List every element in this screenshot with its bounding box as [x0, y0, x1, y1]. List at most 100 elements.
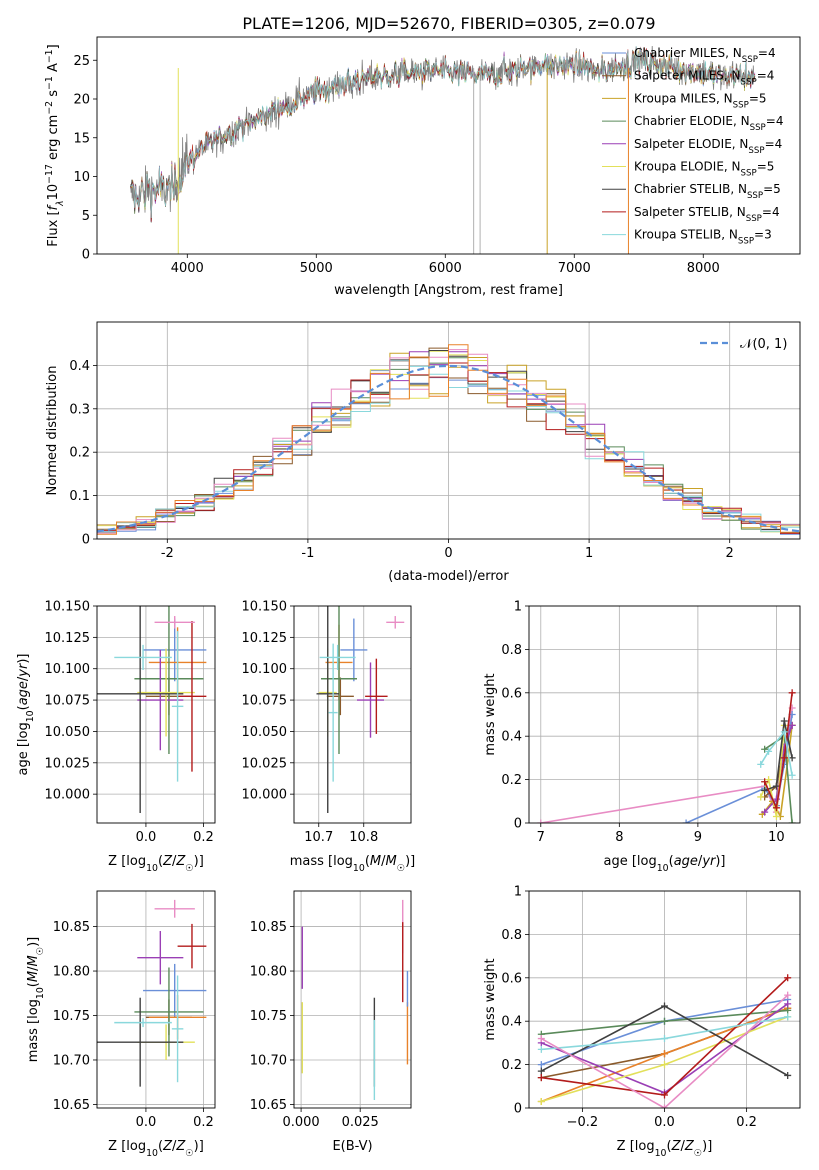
weight-marker [761, 808, 769, 816]
gaussian-reference-curve [97, 364, 800, 533]
weight-marker [537, 1074, 545, 1082]
axes-frame [528, 890, 801, 1109]
legend-label: Salpeter ELODIE, NSSP=4 [634, 137, 782, 156]
weight-marker [661, 1002, 668, 1010]
legend-label: Chabrier STELIB, NSSP=5 [634, 182, 781, 201]
x-tick-label: 7000 [558, 261, 591, 276]
x-tick-label: 7 [537, 830, 545, 845]
x-axis-label: Z [log10(Z/Z☉)] [108, 854, 204, 874]
plot-area [537, 974, 792, 1108]
y-tick-label: 10.125 [242, 631, 288, 646]
x-axis-label: E(B-V) [332, 1139, 372, 1154]
weight-marker [784, 1071, 792, 1079]
weight-marker [757, 793, 765, 801]
y-tick-label: 10.000 [242, 788, 288, 803]
x-tick-label: 0.0 [654, 1115, 675, 1130]
x-axis-label: Z [log10(Z/Z☉)] [108, 1139, 204, 1159]
weight-marker [784, 1006, 792, 1014]
x-tick-label: 0 [444, 546, 452, 561]
spectrum-panel: 4000 5000 6000 7000 8000 0 5 10 15 20 25 Chabrier M… [44, 36, 801, 298]
weight-marker [661, 1035, 668, 1043]
y-tick-label: 10 [73, 170, 90, 185]
x-tick-label: 10 [768, 830, 785, 845]
y-tick-label: 0 [514, 817, 522, 832]
weight-marker [761, 778, 769, 786]
mass-vs-metallicity-panel: 0.0 0.2 10.65 10.70 10.75 10.80 10.85 Z [log10(… [26, 890, 216, 1159]
x-tick-label: 2 [726, 546, 734, 561]
y-axis-label: Flux [fλ10−17 erg cm−2 s−1 A−1] [44, 44, 66, 246]
x-axis-label: (data-model)/error [388, 569, 509, 584]
x-tick-label: -2 [161, 546, 174, 561]
weight-marker [537, 1097, 545, 1105]
plot-area [97, 899, 207, 1087]
y-tick-label: 0.6 [501, 971, 522, 986]
y-axis-label: mass weight [483, 958, 498, 1040]
y-tick-label: 0.2 [69, 446, 90, 461]
plot-area [301, 899, 409, 1100]
plot-area [316, 606, 405, 813]
y-tick-label: 10.70 [250, 1053, 287, 1068]
weight-marker [784, 1000, 792, 1008]
y-axis-label: mass weight [483, 673, 498, 755]
x-tick-label: 10.7 [304, 830, 333, 845]
grid [294, 605, 411, 823]
x-tick-label: 0.2 [193, 830, 214, 845]
axes-frame [96, 36, 801, 255]
axes-frame [293, 890, 412, 1109]
age-vs-metallicity-panel: 0.0 0.2 10.000 10.025 10.050 10.075 10.100 10.1… [16, 600, 216, 874]
y-tick-label: 0.6 [501, 686, 522, 701]
y-tick-label: 10.65 [53, 1098, 90, 1113]
x-axis-label: wavelength [Angstrom, rest frame] [334, 283, 563, 298]
weight-vs-age-panel: 7 8 9 10 0 0.2 0.4 0.6 0.8 1 age [log10(age/yr)] ma… [483, 600, 801, 874]
weight-marker [757, 760, 765, 768]
weight-marker [765, 776, 773, 784]
plot-area [97, 606, 207, 813]
weight-marker [682, 819, 690, 823]
y-tick-label: 0 [82, 248, 90, 263]
plot-area [97, 344, 800, 535]
weight-marker [772, 782, 780, 790]
y-tick-label: 1 [514, 885, 522, 900]
weight-series-line [760, 730, 793, 776]
weight-marker [780, 717, 788, 725]
grid [529, 890, 800, 1109]
spectrum-legend: Chabrier MILES, NSSP=4 Salpeter MILES, NS… [602, 46, 783, 247]
y-tick-label: 10.80 [250, 965, 287, 980]
y-tick-label: 5 [82, 209, 90, 224]
y-tick-label: 0.3 [69, 402, 90, 417]
y-tick-label: 0.4 [501, 730, 522, 745]
weight-marker [537, 1045, 545, 1053]
y-tick-label: 10.025 [45, 756, 91, 771]
y-tick-label: 10.075 [242, 694, 288, 709]
y-tick-label: 0.2 [501, 1058, 522, 1073]
x-tick-label: 10.8 [349, 830, 378, 845]
weight-marker [772, 804, 780, 812]
plot-area [537, 689, 796, 823]
legend-label: Salpeter STELIB, NSSP=4 [634, 205, 780, 224]
y-tick-label: 0.8 [501, 643, 522, 658]
legend-label: Chabrier MILES, NSSP=4 [634, 46, 776, 65]
weight-marker [780, 754, 788, 762]
weight-marker [784, 974, 792, 982]
y-axis-label: Normed distribution [45, 366, 60, 496]
legend-label: Kroupa ELODIE, NSSP=5 [634, 160, 774, 179]
grid [97, 891, 215, 1108]
age-vs-mass-panel: 10.7 10.8 10.000 10.025 10.050 10.075 10.100 10… [242, 600, 416, 874]
weight-marker [537, 1035, 545, 1043]
y-tick-label: 10.70 [53, 1053, 90, 1068]
axes-frame [293, 605, 412, 824]
weight-marker [761, 745, 769, 753]
weight-marker [661, 1050, 668, 1058]
weight-marker [784, 1013, 792, 1021]
y-tick-label: 25 [73, 54, 90, 69]
y-axis-label: mass [log10(M/M☉)] [26, 937, 46, 1063]
x-tick-label: 8 [615, 830, 623, 845]
x-tick-label: 0.0 [136, 830, 157, 845]
x-tick-label: −0.2 [567, 1115, 599, 1130]
y-tick-label: 10.075 [45, 694, 91, 709]
x-tick-label: 8000 [687, 261, 720, 276]
axes-frame [96, 605, 216, 824]
weight-marker [661, 1091, 668, 1099]
grid [294, 891, 411, 1108]
